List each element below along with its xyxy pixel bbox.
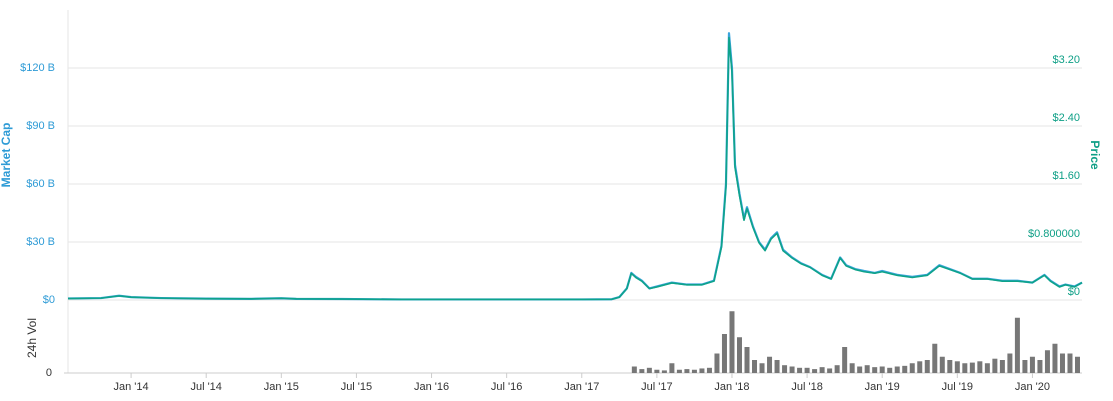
volume-bar (759, 363, 765, 373)
volume-bar (842, 347, 848, 373)
y2-tick-label: $0.800000 (1028, 228, 1080, 240)
volume-bar (729, 311, 735, 373)
volume-bar (1037, 360, 1043, 373)
y2-tick-label: $1.60 (1052, 170, 1080, 182)
volume-bar (631, 366, 637, 373)
x-tick-label: Jul '18 (791, 381, 822, 393)
y-tick-label: $120 B (20, 62, 55, 74)
volume-bar (894, 366, 900, 373)
volume-bar (721, 334, 727, 373)
x-tick-label: Jan '17 (564, 381, 599, 393)
volume-tick-label: 0 (46, 367, 52, 379)
volume-bar (1022, 360, 1028, 373)
volume-bar (1014, 317, 1020, 373)
volume-bar (932, 343, 938, 373)
volume-bar (767, 356, 773, 373)
volume-bar (1074, 356, 1080, 373)
volume-bar (804, 367, 810, 373)
volume-bar (834, 365, 840, 373)
volume-bar (879, 366, 885, 373)
volume-bar (864, 365, 870, 373)
volume-bar (947, 360, 953, 373)
volume-bar (887, 367, 893, 373)
volume-bar (917, 361, 923, 373)
series-line (67, 32, 1083, 301)
volume-bar (992, 358, 998, 373)
y-tick-label: $0 (43, 294, 55, 306)
volume-bar (706, 367, 712, 373)
volume-bar (984, 363, 990, 373)
volume-axis-title: 24h Vol (25, 318, 39, 358)
volume-bar (654, 369, 660, 373)
volume-bar (1029, 356, 1035, 373)
volume-bar (962, 363, 968, 373)
volume-bar (1059, 353, 1065, 373)
volume-bar (819, 367, 825, 373)
series-line (67, 36, 1083, 301)
volume-bar (977, 361, 983, 373)
volume-bar (1067, 353, 1073, 373)
x-tick-label: Jul '15 (341, 381, 372, 393)
x-tick-label: Jul '19 (942, 381, 973, 393)
volume-bar (684, 369, 690, 373)
volume-bar (999, 360, 1005, 373)
volume-bar (969, 362, 975, 373)
x-tick-label: Jul '16 (491, 381, 522, 393)
volume-bar (661, 370, 667, 373)
volume-bar (736, 337, 742, 373)
volume-bar (1044, 350, 1050, 373)
volume-bar (857, 366, 863, 373)
y-axis-title: Market Cap (0, 123, 13, 188)
volume-bar (646, 367, 652, 373)
volume-bar (954, 361, 960, 373)
y2-tick-label: $3.20 (1052, 54, 1080, 66)
x-tick-label: Jan '15 (264, 381, 299, 393)
x-tick-label: Jul '17 (641, 381, 672, 393)
volume-bar (714, 353, 720, 373)
y2-tick-label: $0 (1068, 286, 1080, 298)
volume-bar (812, 369, 818, 373)
y-tick-label: $90 B (26, 120, 55, 132)
volume-bar (849, 363, 855, 373)
volume-bar (639, 369, 645, 373)
volume-bar (782, 365, 788, 373)
y-tick-label: $30 B (26, 236, 55, 248)
volume-bar (789, 366, 795, 373)
volume-bar (939, 356, 945, 373)
volume-bar (691, 369, 697, 373)
volume-bar (1007, 353, 1013, 373)
x-tick-label: Jan '16 (414, 381, 449, 393)
volume-bar (752, 360, 758, 373)
volume-bar (1052, 343, 1058, 373)
y2-axis-title: Price (1088, 140, 1102, 170)
volume-bar (699, 368, 705, 373)
volume-bar (827, 368, 833, 373)
volume-bar (797, 367, 803, 373)
volume-bar (909, 363, 915, 373)
volume-bar (902, 365, 908, 373)
x-tick-label: Jan '19 (865, 381, 900, 393)
volume-bar (872, 367, 878, 373)
x-tick-label: Jan '20 (1015, 381, 1050, 393)
volume-bar (669, 363, 675, 373)
y-tick-label: $60 B (26, 178, 55, 190)
x-tick-label: Jan '18 (714, 381, 749, 393)
y2-tick-label: $2.40 (1052, 112, 1080, 124)
volume-bar (924, 360, 930, 373)
volume-bar (774, 360, 780, 373)
x-tick-label: Jul '14 (190, 381, 221, 393)
x-tick-label: Jan '14 (114, 381, 149, 393)
volume-bar (676, 369, 682, 373)
volume-bar (744, 347, 750, 373)
